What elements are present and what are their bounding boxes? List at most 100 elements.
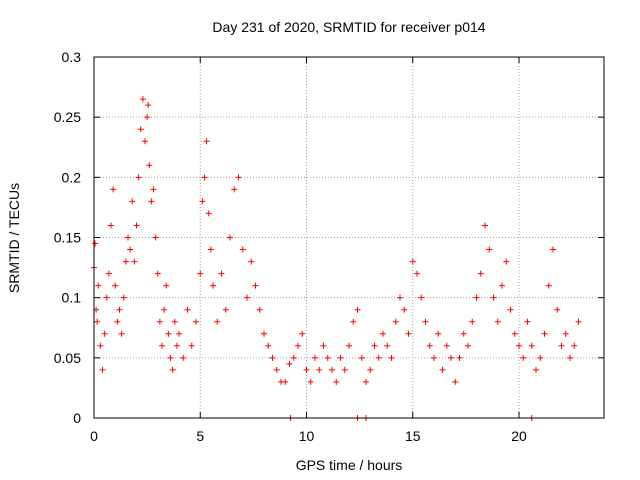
data-point (207, 246, 214, 253)
x-tick-label: 15 (405, 428, 421, 444)
data-point (120, 294, 127, 301)
data-point (324, 354, 331, 361)
data-point (358, 354, 365, 361)
data-point (142, 138, 148, 145)
data-point (167, 354, 174, 361)
data-point (169, 366, 176, 373)
data-point (286, 360, 293, 367)
data-point (499, 282, 505, 289)
data-point (375, 354, 382, 361)
data-point (131, 258, 138, 265)
data-point (380, 330, 386, 337)
data-point (350, 318, 357, 325)
data-point (388, 354, 395, 361)
x-tick-label: 5 (196, 428, 204, 444)
data-point (165, 330, 172, 337)
data-point (256, 306, 263, 313)
x-tick-label: 0 (90, 428, 98, 444)
data-point (144, 114, 151, 121)
data-point (354, 306, 361, 313)
data-point (148, 198, 155, 205)
data-point (448, 354, 454, 361)
data-point (127, 246, 134, 253)
data-point (494, 318, 501, 325)
data-point (145, 102, 152, 109)
data-point (567, 354, 573, 361)
data-point (222, 306, 229, 313)
data-point (210, 282, 216, 289)
data-point (307, 378, 314, 385)
data-point (341, 366, 348, 373)
data-point (125, 234, 131, 241)
data-point (409, 258, 416, 265)
y-tick-label: 0.1 (62, 290, 82, 306)
data-point (426, 342, 433, 349)
data-point (101, 330, 108, 337)
data-point (99, 366, 106, 373)
data-point (184, 306, 191, 313)
data-point (524, 318, 531, 325)
data-point (397, 294, 403, 301)
data-point (503, 258, 510, 265)
data-point (171, 318, 178, 325)
data-point (541, 330, 548, 337)
data-point (482, 222, 488, 229)
x-tick-label: 10 (299, 428, 315, 444)
data-point (282, 378, 289, 385)
data-point (507, 306, 514, 313)
data-point (316, 366, 323, 373)
data-point (435, 330, 442, 337)
data-point (95, 282, 102, 289)
data-point (575, 318, 582, 325)
data-point (163, 282, 170, 289)
data-point (329, 366, 335, 373)
data-point (545, 282, 552, 289)
data-point (520, 354, 527, 361)
data-point (261, 330, 267, 337)
data-point (533, 366, 539, 373)
data-point (273, 366, 280, 373)
y-axis-label: SRMTID / TECUs (6, 183, 22, 293)
data-point (312, 354, 318, 361)
data-point (337, 354, 344, 361)
data-point (422, 318, 429, 325)
y-tick-label: 0.25 (54, 109, 81, 125)
data-point (550, 246, 556, 253)
data-point (558, 342, 565, 349)
data-point (159, 342, 165, 349)
data-point (295, 342, 301, 349)
data-point (146, 162, 153, 169)
data-point (218, 270, 225, 277)
data-point (465, 342, 471, 349)
data-point (193, 318, 199, 325)
data-point (299, 330, 306, 337)
data-point (214, 318, 221, 325)
data-point (154, 270, 161, 277)
data-point (97, 342, 104, 349)
data-point (367, 366, 374, 373)
data-point (139, 96, 146, 103)
data-point (94, 318, 101, 325)
data-point (137, 126, 144, 133)
data-point (303, 366, 310, 373)
x-tick-label: 20 (511, 428, 527, 444)
y-tick-label: 0 (73, 410, 81, 426)
data-point (431, 354, 437, 361)
data-point (554, 306, 561, 313)
data-point (528, 342, 535, 349)
data-point (405, 330, 412, 337)
data-point (363, 378, 369, 385)
data-point (392, 318, 399, 325)
y-tick-label: 0.3 (62, 49, 82, 65)
data-point (118, 330, 125, 337)
data-point (112, 282, 119, 289)
data-point (105, 270, 112, 277)
y-tick-label: 0.2 (62, 169, 82, 185)
data-point (203, 138, 210, 145)
data-point (452, 378, 459, 385)
data-point (371, 342, 378, 349)
data-point (180, 354, 187, 361)
data-point (116, 306, 123, 313)
data-point (473, 294, 480, 301)
